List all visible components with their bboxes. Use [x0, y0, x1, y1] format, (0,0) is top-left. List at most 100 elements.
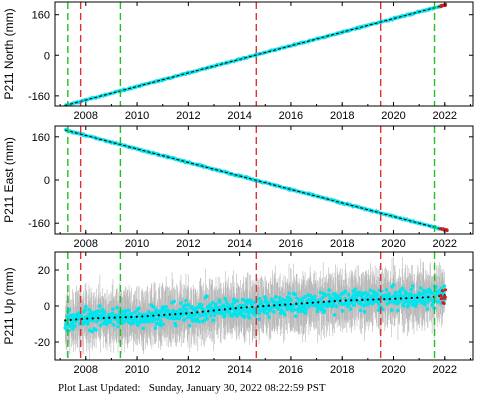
data-point [96, 309, 101, 313]
data-point [115, 305, 119, 310]
data-point [73, 324, 77, 328]
data-point [205, 316, 209, 321]
trend-line [65, 4, 445, 106]
data-point [111, 307, 115, 312]
data-point [147, 319, 152, 324]
data-point [131, 321, 136, 326]
panel-frame [54, 125, 474, 235]
panel-3: 2008 2010 2012 2014 2016 2018 2020 2022-20020P2… [2, 251, 474, 376]
y-axis-title: P211 East (mm) [2, 137, 16, 223]
data-point [156, 316, 161, 320]
data-point [136, 306, 141, 311]
data-point [209, 306, 214, 310]
y-tick-label: 0 [44, 175, 50, 187]
data-point [204, 313, 208, 318]
panel-frame [54, 1, 474, 107]
recent-points [439, 2, 448, 8]
data-point [199, 303, 204, 307]
recent-point [445, 228, 449, 233]
data-point [153, 326, 158, 330]
data-point [129, 312, 134, 316]
x-tick-label: 2012 [176, 110, 200, 122]
data-point [208, 303, 212, 307]
x-tick-label: 2016 [279, 110, 303, 122]
x-tick-label: 2022 [433, 110, 457, 122]
x-tick-label: 2016 [279, 238, 303, 250]
data-point [209, 313, 213, 318]
data-point [196, 319, 201, 324]
data-points [63, 128, 447, 232]
data-point [194, 308, 199, 312]
data-point [204, 294, 209, 299]
x-tick-label: 2012 [176, 238, 200, 250]
data-point [109, 320, 113, 324]
data-point [186, 302, 191, 307]
x-tick-label: 2022 [433, 238, 457, 250]
x-tick-label: 2020 [381, 110, 405, 122]
data-point [161, 322, 166, 326]
data-point [112, 323, 116, 327]
recent-points [439, 227, 449, 233]
recent-point [439, 4, 443, 8]
x-tick-label: 2008 [74, 238, 98, 250]
data-point [98, 304, 102, 308]
data-point [98, 323, 103, 328]
data-point [101, 307, 105, 312]
data-point [187, 324, 192, 328]
data-point [184, 298, 188, 303]
plot-area [63, 256, 448, 360]
y-tick-label: 160 [32, 10, 50, 22]
data-point [90, 329, 95, 334]
data-point [95, 319, 99, 324]
data-point [172, 299, 176, 304]
plot-area [63, 2, 448, 106]
data-point [67, 307, 72, 312]
data-point [90, 310, 94, 315]
panel-2: 2008 2010 2012 2014 2016 2018 2020 2022 -160 0 160… [2, 125, 474, 250]
data-point [152, 305, 156, 309]
data-point [84, 304, 88, 309]
plot-area [63, 127, 449, 233]
data-point [122, 319, 127, 323]
x-tick-label: 2008 [74, 110, 98, 122]
x-tick-label: 2010 [125, 110, 149, 122]
data-point [164, 305, 168, 309]
x-tick-label: 2018 [330, 238, 354, 250]
data-point [182, 317, 187, 321]
x-tick-label: 2020 [381, 238, 405, 250]
data-point [179, 301, 183, 305]
data-point [185, 307, 189, 312]
data-point [116, 324, 120, 329]
data-point [158, 318, 163, 323]
data-point [190, 305, 194, 309]
data-point [86, 320, 90, 325]
data-point [174, 324, 178, 328]
data-point [83, 308, 87, 312]
x-tick-label: 2010 [125, 238, 149, 250]
data-point [151, 317, 156, 321]
y-tick-label: -160 [28, 91, 50, 103]
x-tick-label: 2014 [227, 110, 251, 122]
panel-1: 2008 2010 2012 2014 2016 2018 2020 2022 -160 0 160… [2, 1, 474, 122]
data-point [149, 303, 154, 307]
data-point [160, 305, 165, 309]
data-point [126, 320, 131, 324]
data-point [102, 310, 107, 315]
y-tick-label: 160 [32, 132, 50, 144]
y-axis-title: P211 North (mm) [2, 8, 16, 99]
data-point [125, 317, 130, 321]
data-point [193, 313, 197, 318]
x-tick-label: 2018 [330, 110, 354, 122]
data-point [71, 327, 75, 331]
data-point [91, 318, 95, 323]
data-point [183, 303, 187, 308]
data-point [127, 308, 131, 313]
x-tick-label: 2014 [227, 238, 251, 250]
data-point [141, 326, 146, 331]
y-tick-label: 0 [44, 50, 50, 62]
recent-point [439, 227, 443, 231]
y-tick-label: -160 [28, 218, 50, 230]
data-point [87, 308, 92, 312]
data-point [94, 328, 98, 332]
trend-line [65, 129, 445, 231]
